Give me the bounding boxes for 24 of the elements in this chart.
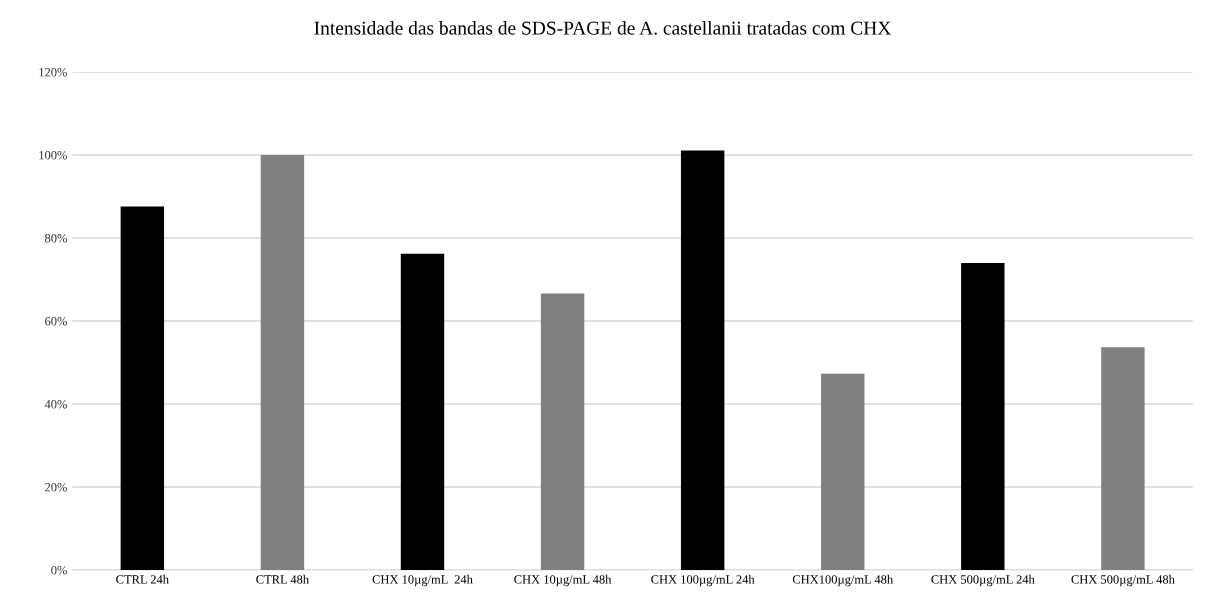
x-tick-label: CHX 100µg/mL 24h	[651, 574, 755, 587]
x-tick-label: CHX 10µg/mL 24h	[372, 574, 473, 587]
bar	[821, 373, 865, 570]
y-tick-label: 40%	[44, 400, 68, 409]
y-tick-label: 20%	[45, 483, 68, 492]
y-tick-label: 80%	[45, 234, 68, 243]
y-tick-label: 0%	[51, 566, 68, 575]
y-tick-label: 60%	[45, 317, 68, 326]
x-tick-label: CHX 10µg/mL 48h	[514, 574, 612, 587]
bar	[1101, 347, 1145, 570]
bar	[120, 206, 165, 570]
bar	[680, 150, 725, 570]
x-tick-label: CHX 500µg/mL 24h	[931, 574, 1035, 587]
bar	[540, 293, 585, 570]
x-tick-label: CTRL 48h	[256, 574, 309, 584]
bar	[260, 155, 305, 570]
y-tick-label: 120%	[39, 68, 68, 77]
y-tick-label: 100%	[39, 151, 68, 160]
bar	[400, 253, 445, 570]
chart-title: Intensidade das bandas de SDS-PAGE de A. castellanii tratadas com CHX	[314, 21, 891, 35]
x-tick-label: CHX100µg/mL 48h	[792, 574, 893, 587]
x-tick-label: CTRL 24h	[116, 574, 169, 584]
bar	[961, 262, 1005, 570]
x-tick-label: CHX 500µg/mL 48h	[1071, 574, 1175, 587]
